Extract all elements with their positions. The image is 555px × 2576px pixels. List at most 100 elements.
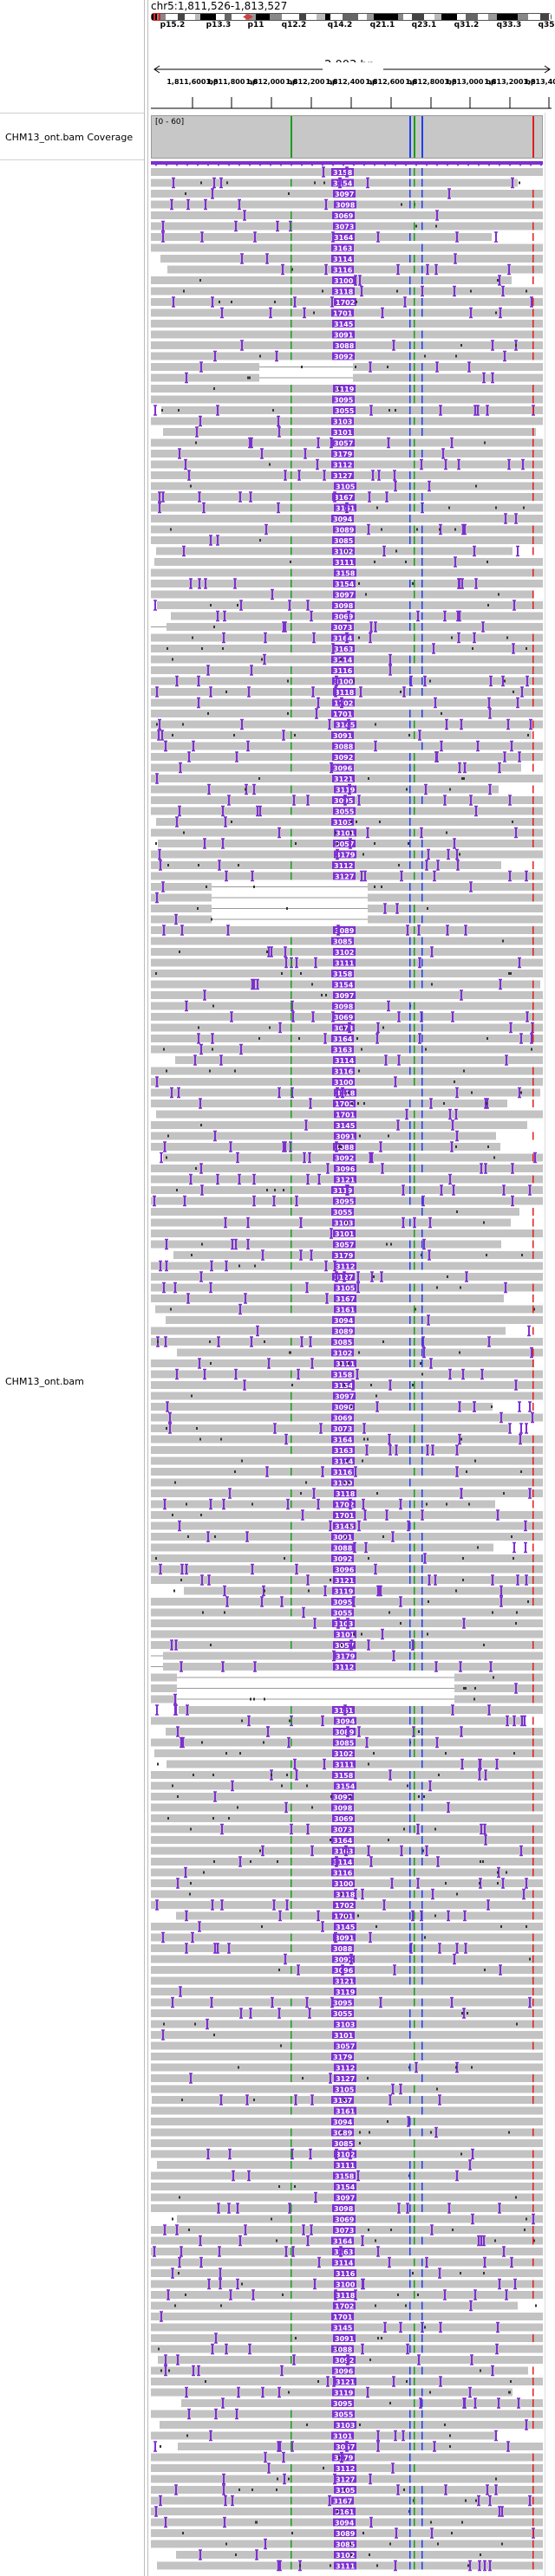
insertion-marker [532,2213,535,2225]
aligned-read [179,1706,543,1714]
insertion-marker [518,1087,521,1099]
mismatch-base [421,1468,423,1476]
mismatch-base [409,2280,411,2288]
insertion-marker [513,2278,517,2290]
insertion-block [331,1478,354,1487]
insertion-marker [282,2451,285,2463]
deletion-marker [449,788,451,791]
read-row: 3089 [151,925,543,936]
mismatch-base [532,1067,534,1075]
insertion-marker [484,1769,487,1781]
coverage-track-name[interactable]: CHM13_ont.bam Coverage [5,132,134,143]
insertion-marker [423,1553,427,1564]
deletion-marker [446,831,447,834]
deletion-marker [424,2326,426,2329]
insertion-marker [499,1964,502,1976]
mismatch-base [409,1923,411,1930]
insertion-marker [267,2462,271,2474]
insertion-marker [524,1541,527,1554]
aligned-read [151,2388,513,2397]
alignment-track[interactable]: 3158 3154 3097 3098 3069 3073 3164 3163 3114 3116… [151,161,543,2576]
insertion-marker [291,1087,294,1099]
insertion-marker [293,1758,297,1770]
insertion-block [333,688,356,696]
mismatch-base [414,2443,415,2450]
mismatch-base [414,1262,415,1270]
mismatch-base [414,1359,415,1367]
deletion-marker [195,1167,197,1170]
mismatch-base [291,1489,292,1497]
read-row: 3145 [151,1520,543,1532]
chromosome-ideogram[interactable] [151,13,552,21]
coverage-track[interactable]: [0 - 60] [151,115,543,159]
mismatch-base [409,2236,411,2245]
mismatch-base [291,1944,292,1952]
mismatch-base [291,330,292,339]
deletion-marker [191,1254,193,1256]
mismatch-base [421,1630,423,1638]
deletion-marker [459,853,460,856]
mismatch-base [532,536,534,544]
insertion-marker [228,2148,232,2160]
insertion-block [331,428,354,436]
deletion-marker [387,366,388,368]
mismatch-base [291,1067,292,1075]
insertion-marker [216,405,219,416]
mismatch-base [409,1901,411,1909]
insertion-marker [229,2289,232,2300]
deletion-marker [373,1275,375,1278]
deletion-marker [367,1437,369,1441]
alignment-track-name[interactable]: CHM13_ont.bam [5,1376,84,1387]
insertion-marker [249,491,252,503]
mismatch-base [409,807,411,815]
mismatch-base [421,1100,423,1107]
mismatch-base [532,1793,534,1801]
insertion-marker [505,1054,508,1066]
insertion-block [332,2258,355,2267]
insertion-size-label: 3164 [333,635,353,643]
insertion-size-label: 3069 [334,1815,354,1823]
mismatch-base [409,2496,411,2505]
insertion-marker [428,1249,431,1261]
deletion-marker [264,1589,265,1593]
band-label: p11 [247,21,264,29]
insertion-block [332,2388,355,2397]
coverage-track-separator [0,159,144,160]
insertion-marker [411,1639,415,1651]
insertion-size-label: 1702 [336,299,355,307]
mismatch-base [414,775,415,782]
insertion-marker [333,491,336,503]
mismatch-base [414,1933,415,1942]
read-row: 3121 [151,773,543,784]
insertion-marker [421,285,424,297]
mismatch-base [291,1045,292,1054]
insertion-size-label: 3111 [335,960,355,968]
mismatch-base [532,2508,534,2515]
mismatch-base [291,1002,292,1010]
insertion-size-label: 3102 [335,949,354,957]
read-row: 3055 [151,1606,543,1619]
insertion-marker [370,1271,374,1282]
deletion-marker [238,2488,240,2491]
mismatch-base [532,341,534,349]
insertion-marker [308,1152,311,1164]
deletion-marker [487,604,489,607]
insertion-marker [461,1368,465,1380]
mismatch-base [291,2128,292,2137]
read-row: 3092 [151,350,543,362]
mismatch-base [409,1316,411,1324]
mismatch-base [409,1294,411,1302]
read-row: 3095 [181,2398,543,2409]
insertion-size-label: 3098 [334,1003,354,1011]
insertion-size-label: 3154 [336,1783,356,1791]
deletion-marker [495,311,497,315]
mismatch-base [291,2496,292,2505]
insertion-block [334,2443,356,2450]
mismatch-base [421,893,423,902]
insertion-marker [432,643,435,654]
mismatch-base [532,1381,534,1389]
insertion-marker [336,1618,340,1629]
deletion-marker [387,2120,388,2123]
insertion-marker [168,1423,172,1434]
insertion-marker [502,1184,506,1196]
